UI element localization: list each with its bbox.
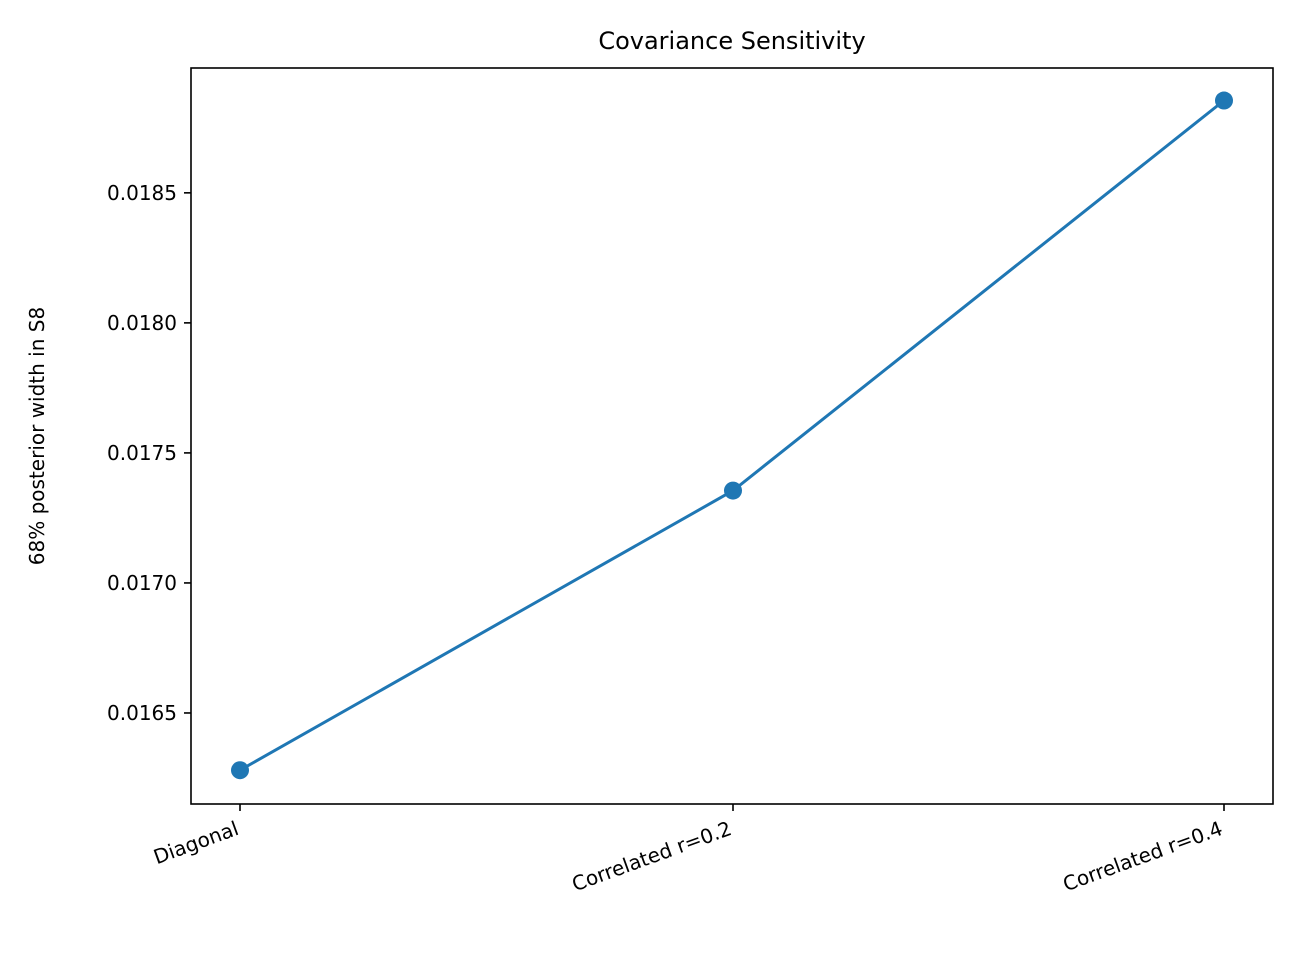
axes-frame: [190, 67, 1274, 805]
y-tick-label: 0.0165: [107, 701, 177, 725]
x-tick-label: Diagonal: [150, 816, 242, 869]
data-point: [724, 481, 742, 500]
y-tick-label: 0.0170: [107, 571, 177, 595]
y-tick-label: 0.0175: [107, 441, 177, 465]
data-point: [1215, 91, 1233, 110]
chart-title: Covariance Sensitivity: [598, 27, 865, 55]
y-axis-label: 68% posterior width in S8: [25, 307, 49, 565]
y-tick-label: 0.0180: [107, 311, 177, 335]
x-tick-label: Correlated r=0.4: [1060, 816, 1226, 896]
data-point: [231, 761, 249, 780]
plot-area: 0.0165 0.0170 0.0175 0.0180 0.0185 Diagonal Co…: [107, 91, 1233, 896]
x-tick-label: Correlated r=0.2: [569, 816, 735, 896]
y-tick-label: 0.0185: [107, 181, 177, 205]
series-line: [239, 99, 1225, 772]
